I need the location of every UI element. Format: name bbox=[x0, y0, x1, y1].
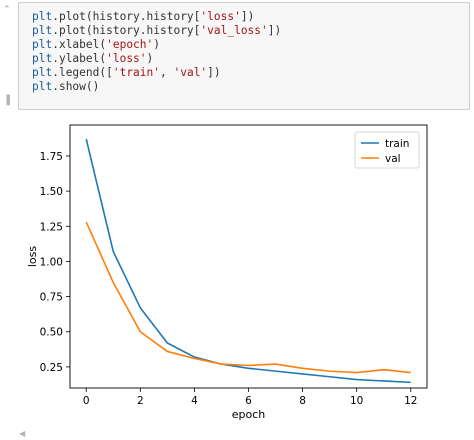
legend-label-train: train bbox=[385, 138, 409, 150]
code-line: plt.plot(history.history['loss']) bbox=[32, 10, 281, 24]
legend-box bbox=[354, 131, 420, 169]
code-module-token: plt bbox=[32, 10, 53, 23]
code-line: plt.show() bbox=[32, 80, 281, 94]
code-token: ]) bbox=[207, 65, 221, 79]
code-token: .ylabel( bbox=[52, 51, 107, 65]
code-module-token: plt bbox=[32, 23, 53, 37]
cell-bracket-icon: ▐ bbox=[3, 96, 10, 106]
x-tick-label: 6 bbox=[245, 395, 252, 407]
code-token: ) bbox=[153, 37, 161, 51]
x-tick-label: 2 bbox=[137, 395, 144, 407]
code-string-token: 'epoch' bbox=[106, 37, 154, 51]
series-line-val bbox=[85, 221, 411, 374]
code-string-token: 'loss' bbox=[106, 51, 147, 65]
code-line: plt.ylabel('loss') bbox=[32, 52, 281, 66]
code-editor[interactable]: plt.plot(history.history['loss']) plt.plo… bbox=[32, 10, 281, 93]
legend-label-val: val bbox=[385, 153, 401, 165]
x-axis-label: epoch bbox=[232, 408, 266, 421]
code-line: plt.plot(history.history['val_loss']) bbox=[32, 24, 281, 38]
code-cell[interactable]: plt.plot(history.history['loss']) plt.plo… bbox=[18, 2, 470, 110]
x-tick-label: 4 bbox=[191, 395, 198, 407]
y-tick-label: 1.75 bbox=[40, 151, 63, 163]
series-line-train bbox=[85, 138, 411, 384]
code-token: .plot(history.history[ bbox=[52, 10, 201, 23]
code-token: .plot(history.history[ bbox=[52, 23, 201, 37]
code-string-token: 'loss' bbox=[200, 10, 241, 23]
x-tick-label: 12 bbox=[404, 395, 417, 407]
code-line: plt.legend(['train', 'val']) bbox=[32, 66, 281, 80]
x-tick-label: 8 bbox=[299, 395, 306, 407]
code-token: , bbox=[160, 65, 174, 79]
x-tick-label: 10 bbox=[350, 395, 363, 407]
code-module-token: plt bbox=[32, 51, 53, 65]
plot-area bbox=[69, 124, 428, 389]
y-tick-label: 0.25 bbox=[40, 362, 63, 374]
loss-chart: 0.25 0.50 0.75 1.00 1.25 1.50 1.75 0 2 4 6 8 10 12 e… bbox=[26, 124, 428, 421]
code-token: .xlabel( bbox=[52, 37, 107, 51]
code-string-token: 'train' bbox=[112, 65, 160, 79]
code-token: .show() bbox=[52, 79, 100, 93]
code-line: plt.xlabel('epoch') bbox=[32, 38, 281, 52]
y-axis-label: loss bbox=[26, 246, 39, 268]
y-tick-label: 1.25 bbox=[40, 221, 63, 233]
code-module-token: plt bbox=[32, 79, 53, 93]
y-tick-label: 1.00 bbox=[40, 256, 63, 268]
code-string-token: 'val' bbox=[173, 65, 208, 79]
collapse-chevron-icon[interactable]: ⌃ bbox=[3, 5, 11, 15]
x-tick-label: 0 bbox=[83, 395, 90, 407]
code-token: ]) bbox=[267, 23, 282, 37]
code-token: ]) bbox=[240, 10, 255, 23]
y-tick-label: 1.50 bbox=[40, 186, 63, 198]
code-module-token: plt bbox=[32, 65, 53, 79]
code-module-token: plt bbox=[32, 37, 53, 51]
code-token: .legend([ bbox=[52, 65, 113, 79]
output-scroll-icon: ◀ bbox=[19, 429, 26, 438]
legend: train val bbox=[354, 131, 420, 169]
code-string-token: 'val_loss' bbox=[200, 23, 268, 37]
y-tick-label: 0.75 bbox=[40, 292, 63, 304]
y-tick-label: 0.50 bbox=[40, 327, 63, 339]
code-token: ) bbox=[146, 51, 154, 65]
